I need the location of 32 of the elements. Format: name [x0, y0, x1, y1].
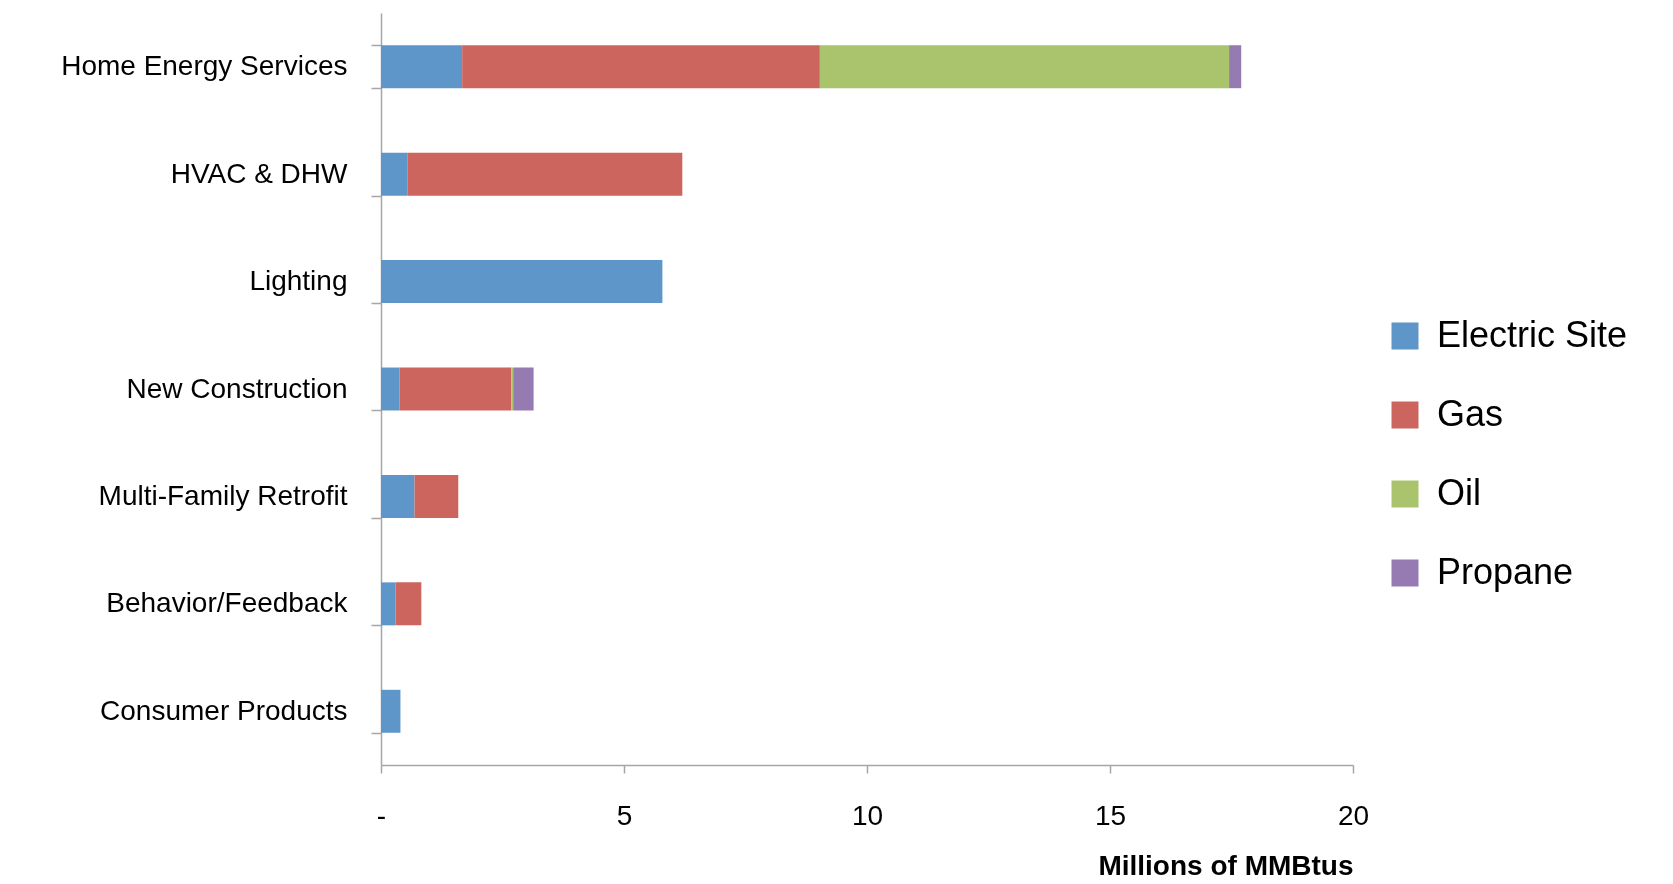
legend-label: Gas — [1437, 393, 1504, 434]
y-tick-label: Consumer Products — [100, 694, 348, 726]
bar — [395, 582, 422, 626]
bar — [1229, 45, 1242, 89]
bar — [819, 45, 1230, 89]
y-tick-label: HVAC & DHW — [170, 157, 349, 189]
y-tick-label: Multi-Family Retrofit — [98, 479, 348, 511]
y-tick-label: Behavior/Feedback — [106, 587, 349, 619]
y-tick-label: Lighting — [249, 265, 348, 297]
bar — [381, 474, 415, 518]
x-tick-label: 15 — [1094, 799, 1127, 831]
bar — [407, 152, 683, 196]
bar — [513, 367, 534, 411]
x-tick-label: 5 — [616, 799, 633, 831]
x-tick-label: 20 — [1337, 799, 1370, 831]
bar — [381, 582, 396, 626]
y-tick-label: Home Energy Services — [61, 50, 348, 82]
legend-label: Propane — [1437, 551, 1574, 592]
bar — [381, 367, 400, 411]
bar — [381, 45, 463, 89]
bar — [399, 367, 512, 411]
y-tick-label: New Construction — [126, 372, 348, 404]
legend-label: Oil — [1437, 472, 1481, 513]
bar — [381, 260, 663, 304]
x-tick-label: 10 — [851, 799, 884, 831]
bar — [462, 45, 820, 89]
bar — [414, 474, 459, 518]
bar — [381, 689, 401, 733]
legend-label: Electric Site — [1437, 314, 1628, 355]
x-axis-title: Millions of MMBtus — [1098, 849, 1354, 881]
bar — [381, 152, 408, 196]
x-tick-label: - — [376, 799, 387, 831]
